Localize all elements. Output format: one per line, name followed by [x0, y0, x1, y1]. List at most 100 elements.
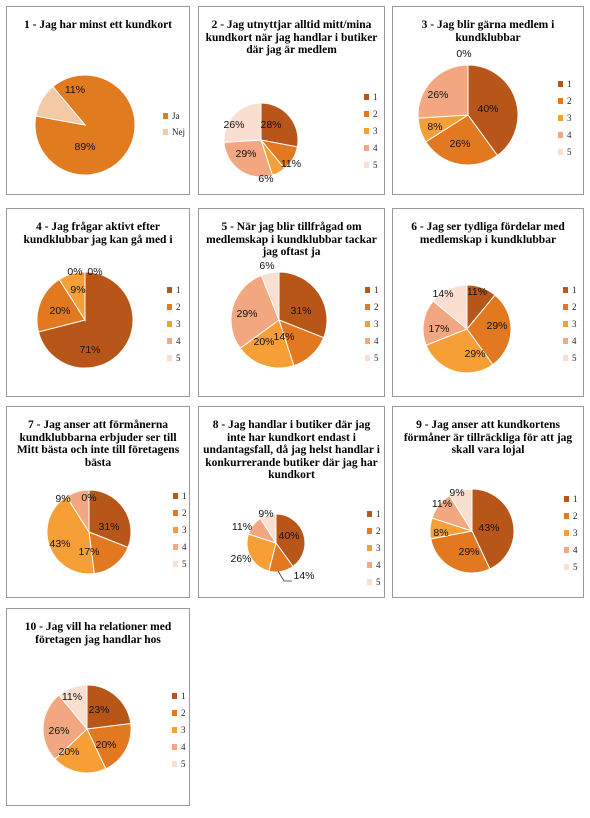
legend-swatch-1: [167, 287, 172, 293]
legend-label-5: 5: [182, 559, 187, 569]
pie-slice-3: [239, 319, 295, 369]
chart-panel-9: 9 - Jag anser att kundkortens förmåner ä…: [392, 406, 584, 598]
pie-chart-8: 40% 14% 26% 11% 9% 1 2 3 4 5: [230, 508, 381, 587]
chart-panel-4: 4 - Jag frågar aktivt efter kundklubbar …: [6, 208, 190, 397]
slice-label-2: 20%: [95, 739, 116, 751]
legend-swatch-5: [172, 761, 177, 767]
legend-label-1: 1: [572, 285, 577, 295]
legend-swatch-1: [365, 287, 370, 293]
legend-label-4: 4: [573, 545, 578, 555]
slice-label-5: 14%: [432, 288, 453, 300]
legend-swatch-3: [563, 321, 568, 327]
slice-label-3: 20%: [253, 336, 274, 348]
legend-swatch-Nej: [163, 129, 168, 135]
chart-panel-1: 1 - Jag har minst ett kundkort 89% 11% Ja N…: [6, 6, 190, 195]
slice-label-4: 29%: [236, 308, 257, 320]
chart-panel-7: 7 - Jag anser att förmånerna kundklubbar…: [6, 406, 190, 598]
legend-swatch-2: [365, 304, 370, 310]
legend-label-5: 5: [573, 562, 578, 572]
legend-swatch-3: [365, 321, 370, 327]
legend-swatch-3: [558, 115, 563, 121]
legend-label-2: 2: [182, 508, 187, 518]
legend-swatch-4: [365, 338, 370, 344]
legend-swatch-2: [564, 513, 569, 519]
legend-label-3: 3: [176, 319, 181, 329]
slice-label-4: 11%: [432, 498, 452, 510]
legend-label-5: 5: [567, 147, 572, 157]
pie-chart-3: 40% 26% 8% 26% 0% 1 2 3 4 5: [417, 48, 572, 166]
chart-panel-3: 3 - Jag blir gärna medlem i kundklubbar …: [392, 6, 584, 195]
slice-label-1: 71%: [79, 344, 100, 356]
pie-slice-3: [246, 533, 277, 572]
chart-title-9: 9 - Jag anser att kundkortens förmåner ä…: [403, 419, 573, 456]
pie-slice-3: [46, 495, 95, 575]
legend-swatch-5: [173, 561, 178, 567]
legend-label-1: 1: [376, 509, 381, 519]
slice-label-2: 29%: [458, 546, 479, 558]
legend-swatch-3: [564, 530, 569, 536]
pie-slice-1: [260, 102, 299, 148]
slice-label-5: 0%: [81, 492, 96, 504]
legend-label-5: 5: [181, 759, 186, 769]
legend-swatch-2: [172, 710, 177, 716]
slice-label-5: 0%: [87, 266, 102, 278]
chart-panel-5: 5 - När jag blir tillfrågad om medlemska…: [198, 208, 385, 397]
pie-slice-4: [417, 64, 469, 119]
legend-label-3: 3: [567, 113, 572, 123]
legend-swatch-3: [364, 128, 369, 134]
legend-swatch-1: [172, 693, 177, 699]
legend-swatch-2: [364, 111, 369, 117]
slice-label-2: 14%: [293, 570, 314, 582]
legend-swatch-2: [563, 304, 568, 310]
slice-label-5: 0%: [456, 48, 471, 60]
slice-label-5: 26%: [223, 119, 244, 131]
legend-label-5: 5: [572, 353, 577, 363]
chart-title-2: 2 - Jag utnyttjar alltid mitt/mina kundk…: [205, 19, 378, 56]
slice-label-3: 9%: [70, 284, 85, 296]
legend-swatch-1: [173, 493, 178, 499]
pie-chart-5: 31% 14%20% 29% 6% 1 2 3 4 5: [230, 260, 379, 369]
legend-label-2: 2: [374, 302, 379, 312]
legend-swatch-1: [364, 94, 369, 100]
pie-slice-1: [88, 489, 132, 549]
pie-slice-5: [58, 684, 88, 731]
slice-label-2: 17%: [78, 546, 99, 558]
legend-label-5: 5: [373, 160, 378, 170]
legend-label-3: 3: [181, 725, 186, 735]
slice-label-1: 31%: [98, 521, 119, 533]
legend-label-4: 4: [182, 542, 187, 552]
legend-label-5: 5: [374, 353, 379, 363]
legend-label-1: 1: [573, 494, 578, 504]
chart-panel-8: 8 - Jag handlar i butiker där jag inte h…: [198, 406, 385, 598]
legend-swatch-5: [367, 579, 372, 585]
legend-swatch-Ja: [163, 113, 168, 119]
pie-slice-4: [42, 694, 88, 760]
legend-swatch-4: [173, 544, 178, 550]
slice-label-3: 8%: [433, 527, 448, 539]
pie-slice-2: [36, 278, 86, 333]
legend-swatch-2: [173, 510, 178, 516]
slice-label-1: 43%: [478, 522, 499, 534]
legend-label-2: 2: [567, 96, 572, 106]
slice-label-3: 20%: [58, 746, 79, 758]
slice-label-5: 9%: [449, 487, 464, 499]
slice-label-3: 26%: [230, 553, 251, 565]
legend-swatch-1: [558, 81, 563, 87]
slice-label-Ja: 89%: [74, 141, 95, 153]
pie-chart-7: 31% 17% 43% 9% 0% 1 2 3 4 5: [46, 489, 187, 575]
legend-swatch-4: [167, 338, 172, 344]
legend-label-5: 5: [176, 353, 181, 363]
legend-swatch-5: [365, 355, 370, 361]
legend-label-4: 4: [181, 742, 186, 752]
slice-label-2: 11%: [281, 158, 301, 170]
legend-label-4: 4: [374, 336, 379, 346]
slice-label-1: 40%: [278, 530, 299, 542]
leader-line: [277, 570, 292, 582]
legend-swatch-2: [558, 98, 563, 104]
pie-slice-1: [37, 271, 134, 369]
pie-slice-1: [467, 64, 519, 157]
legend-swatch-5: [563, 355, 568, 361]
chart-title-6: 6 - Jag ser tydliga fördelar med medlems…: [411, 221, 565, 246]
legend-label-1: 1: [374, 285, 379, 295]
legend-swatch-5: [167, 355, 172, 361]
